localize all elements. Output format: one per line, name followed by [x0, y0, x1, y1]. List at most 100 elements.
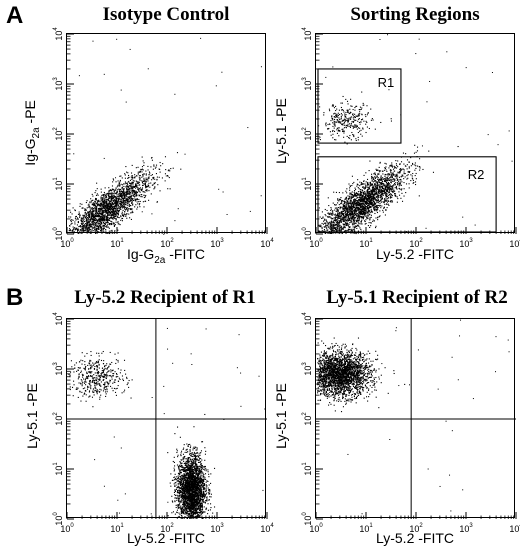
scatter-point — [95, 229, 97, 231]
scatter-point — [380, 191, 382, 194]
scatter-point — [320, 224, 322, 226]
scatter-point — [126, 171, 128, 173]
scatter-point — [358, 194, 360, 196]
scatter-point — [344, 113, 346, 115]
scatter-point — [104, 386, 106, 388]
scatter-point — [359, 216, 361, 218]
scatter-point — [366, 178, 369, 180]
scatter-point — [350, 116, 352, 118]
scatter-point — [376, 193, 378, 195]
scatter-point — [411, 175, 413, 177]
scatter-point — [355, 204, 358, 206]
scatter-point — [364, 209, 366, 211]
scatter-point — [355, 211, 358, 213]
scatter-point — [352, 219, 354, 221]
scatter-point — [396, 177, 398, 179]
scatter-point — [131, 198, 133, 200]
scatter-point — [390, 185, 392, 188]
scatter-point — [330, 220, 333, 222]
scatter-point — [399, 163, 401, 165]
scatter-point — [392, 172, 394, 174]
scatter-point — [365, 181, 367, 183]
scatter-point — [100, 218, 102, 220]
x-tick-label: 103 — [459, 238, 473, 249]
scatter-point — [117, 214, 119, 216]
scatter-point — [418, 38, 420, 40]
scatter-point — [375, 186, 377, 188]
scatter-point — [386, 185, 388, 188]
scatter-point — [131, 199, 133, 201]
scatter-point — [415, 178, 417, 180]
scatter-point — [93, 374, 95, 376]
scatter-point — [361, 209, 363, 212]
scatter-point — [107, 210, 109, 212]
scatter-point — [116, 216, 119, 218]
scatter-point — [383, 183, 385, 185]
scatter-point — [359, 194, 361, 196]
scatter-point — [354, 211, 356, 214]
scatter-point — [142, 160, 144, 162]
scatter-point — [362, 127, 364, 129]
scatter-point — [100, 204, 102, 206]
scatter-point — [92, 212, 94, 214]
scatter-point — [83, 382, 86, 384]
scatter-point — [386, 177, 388, 179]
scatter-point — [124, 213, 126, 216]
scatter-point — [385, 200, 387, 202]
scatter-point — [374, 199, 376, 201]
scatter-point — [487, 134, 489, 136]
scatter-point — [111, 213, 114, 215]
scatter-point — [333, 107, 335, 109]
scatter-point — [354, 107, 356, 109]
scatter-point — [93, 230, 95, 232]
scatter-point — [108, 201, 110, 203]
scatter-point — [159, 171, 161, 173]
scatter-point — [94, 216, 96, 218]
scatter-point — [363, 200, 365, 202]
scatter-point — [93, 377, 95, 379]
scatter-point — [153, 183, 156, 185]
scatter-point — [367, 192, 369, 194]
scatter-point — [345, 222, 347, 224]
scatter-point — [353, 199, 355, 201]
scatter-point — [377, 188, 379, 190]
scatter-point — [358, 211, 360, 213]
scatter-point — [91, 377, 93, 379]
scatter-point — [126, 213, 128, 215]
scatter-point — [134, 192, 136, 194]
scatter-point — [337, 218, 339, 220]
scatter-point — [92, 199, 94, 201]
scatter-point — [390, 194, 393, 196]
scatter-point — [93, 208, 95, 210]
scatter-point — [351, 221, 353, 223]
scatter-point — [160, 165, 162, 167]
scatter-point — [354, 203, 357, 205]
scatter-point — [372, 185, 374, 187]
scatter-point — [221, 71, 223, 73]
scatter-point — [348, 123, 351, 125]
scatter-point — [366, 184, 368, 186]
scatter-point — [348, 219, 350, 221]
scatter-point — [328, 213, 330, 215]
scatter-point — [349, 212, 351, 214]
scatter-point — [113, 197, 115, 199]
scatter-point — [177, 208, 179, 210]
scatter-point — [130, 182, 132, 184]
scatter-point — [116, 201, 118, 203]
scatter-point — [147, 180, 149, 182]
scatter-point — [347, 210, 349, 212]
scatter-point — [361, 183, 363, 185]
scatter-point — [106, 193, 108, 195]
scatter-point — [375, 191, 378, 194]
scatter-point — [135, 193, 137, 195]
scatter-point — [117, 196, 119, 198]
scatter-point — [92, 227, 94, 229]
scatter-point — [342, 220, 344, 223]
scatter-point — [111, 206, 113, 208]
scatter-point — [351, 194, 353, 196]
scatter-point — [387, 173, 389, 175]
scatter-point — [362, 216, 364, 218]
scatter-point — [100, 231, 102, 233]
scatter-point — [368, 209, 370, 211]
scatter-point — [332, 119, 334, 121]
